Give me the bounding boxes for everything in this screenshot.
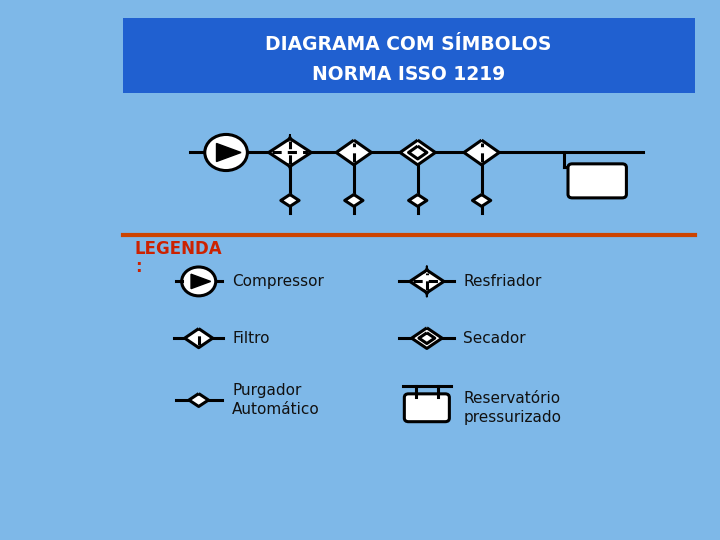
Text: Reservatório
pressurizado: Reservatório pressurizado bbox=[464, 391, 562, 424]
Circle shape bbox=[181, 267, 216, 296]
FancyBboxPatch shape bbox=[405, 394, 449, 422]
Polygon shape bbox=[412, 328, 442, 348]
Polygon shape bbox=[408, 146, 427, 159]
Text: NORMA ISSO 1219: NORMA ISSO 1219 bbox=[312, 65, 505, 84]
Text: LEGENDA: LEGENDA bbox=[135, 240, 222, 259]
Polygon shape bbox=[345, 194, 363, 206]
Text: Compressor: Compressor bbox=[232, 274, 324, 289]
Text: Filtro: Filtro bbox=[232, 330, 270, 346]
Polygon shape bbox=[217, 144, 241, 161]
Text: Secador: Secador bbox=[464, 330, 526, 346]
FancyBboxPatch shape bbox=[568, 164, 626, 198]
Polygon shape bbox=[410, 270, 444, 293]
Circle shape bbox=[204, 134, 248, 171]
Polygon shape bbox=[472, 194, 491, 206]
Polygon shape bbox=[419, 333, 435, 343]
FancyBboxPatch shape bbox=[122, 18, 695, 93]
Polygon shape bbox=[189, 394, 208, 407]
Text: DIAGRAMA COM SÍMBOLOS: DIAGRAMA COM SÍMBOLOS bbox=[266, 35, 552, 53]
Text: Resfriador: Resfriador bbox=[464, 274, 541, 289]
Polygon shape bbox=[464, 140, 499, 165]
Polygon shape bbox=[336, 140, 372, 165]
Polygon shape bbox=[400, 140, 436, 165]
Polygon shape bbox=[409, 194, 427, 206]
Polygon shape bbox=[269, 139, 311, 166]
Polygon shape bbox=[185, 329, 212, 348]
Text: Purgador
Automático: Purgador Automático bbox=[232, 383, 320, 417]
Text: :: : bbox=[135, 258, 141, 276]
Polygon shape bbox=[281, 194, 299, 206]
Polygon shape bbox=[191, 274, 211, 289]
